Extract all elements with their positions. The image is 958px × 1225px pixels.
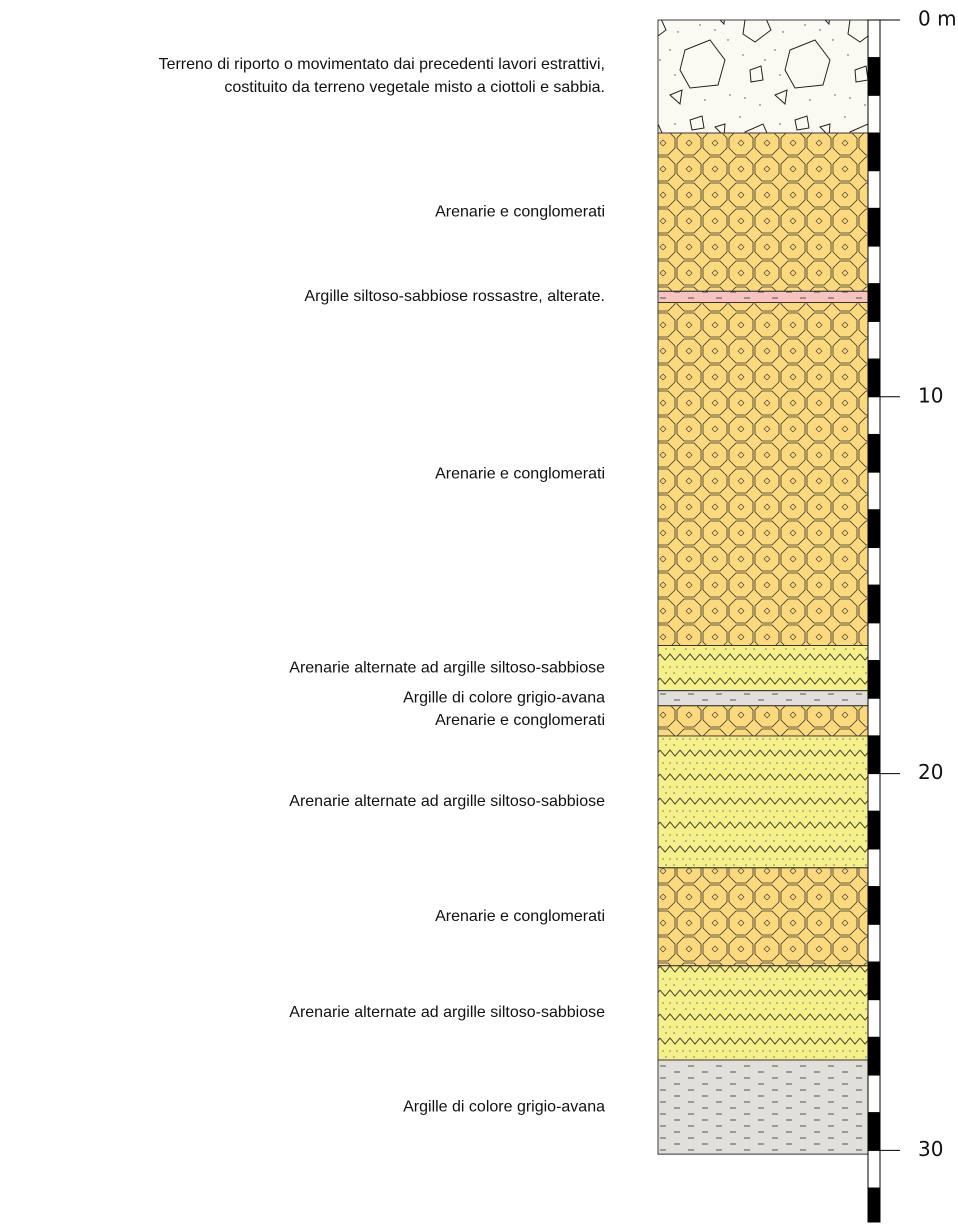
scale-segment [868, 246, 880, 284]
scale-label: 30 [918, 1137, 943, 1161]
scale-segment [868, 962, 880, 1000]
scale-segment [868, 1188, 880, 1222]
scale-segment [868, 359, 880, 397]
scale-segment [868, 849, 880, 887]
scale-segment [868, 811, 880, 849]
scale-segment [868, 321, 880, 359]
layer-label: Arenarie alternate ad argille siltoso-sa… [289, 1004, 605, 1021]
layer-pattern [658, 966, 868, 1060]
scale-label: 0 m [918, 7, 957, 31]
layer-label: Arenarie e conglomerati [435, 203, 605, 220]
layer-pattern [658, 868, 868, 966]
scale-segment [868, 585, 880, 623]
scale-segment [868, 133, 880, 171]
layer-label: Terreno di riporto o movimentato dai pre… [159, 56, 605, 73]
layer-pattern [658, 1060, 868, 1154]
layer-label: Arenarie e conglomerati [435, 712, 605, 729]
layer-label: Argille di colore grigio-avana [403, 689, 605, 706]
scale-segment [868, 924, 880, 962]
scale-segment [868, 736, 880, 774]
layer-pattern [658, 20, 868, 133]
scale-segment [868, 284, 880, 322]
layer-pattern [658, 645, 868, 690]
scale-segment [868, 58, 880, 96]
layer-label: costituito da terreno vegetale misto a c… [224, 79, 605, 96]
scale-segment [868, 1150, 880, 1188]
scale-segment [868, 887, 880, 925]
scale-segment [868, 661, 880, 699]
scale-segment [868, 623, 880, 661]
scale-segment [868, 774, 880, 812]
layer-label: Arenarie e conglomerati [435, 465, 605, 482]
scale-segment [868, 434, 880, 472]
scale-label: 10 [918, 383, 943, 407]
scale-segment [868, 510, 880, 548]
scale-segment [868, 208, 880, 246]
scale-segment [868, 1000, 880, 1038]
stratigraphic-column: Terreno di riporto o movimentato dai pre… [0, 0, 958, 1225]
layer-label: Arenarie e conglomerati [435, 908, 605, 925]
layer-pattern [658, 291, 868, 302]
scale-segment [868, 397, 880, 435]
layer-pattern [658, 736, 868, 868]
layer-label: Argille siltoso-sabbiose rossastre, alte… [304, 288, 605, 305]
scale-segment [868, 548, 880, 586]
layer-pattern [658, 691, 868, 706]
layer-pattern [658, 133, 868, 291]
scale-label: 20 [918, 760, 943, 784]
layer-label: Arenarie alternate ad argille siltoso-sa… [289, 793, 605, 810]
scale-segment [868, 1113, 880, 1151]
scale-segment [868, 698, 880, 736]
layer-label: Arenarie alternate ad argille siltoso-sa… [289, 659, 605, 676]
scale-segment [868, 171, 880, 209]
scale-segment [868, 1075, 880, 1113]
layer-pattern [658, 706, 868, 736]
scale-segment [868, 1037, 880, 1075]
page: Terreno di riporto o movimentato dai pre… [0, 0, 958, 1225]
scale-segment [868, 472, 880, 510]
scale-segment [868, 20, 880, 58]
scale-segment [868, 95, 880, 133]
layer-label: Argille di colore grigio-avana [403, 1098, 605, 1115]
layer-pattern [658, 303, 868, 646]
